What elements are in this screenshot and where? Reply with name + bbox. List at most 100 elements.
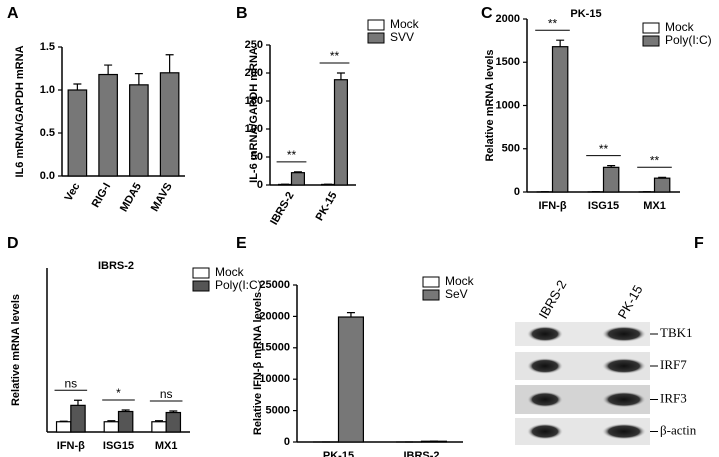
bar [129,84,149,177]
y-tick-label: 1.5 [40,41,55,53]
y-axis-label: Relative mRNA levels [10,294,22,406]
error-bar [607,165,616,168]
error-bar [658,176,667,179]
blot-band [602,326,646,342]
chart-title: IBRS-2 [98,260,134,272]
x-tick-label: IFN-β [538,200,566,212]
blot-band [527,358,563,374]
error-bar [121,409,130,412]
legend-label: Mock [215,265,245,279]
blot-band [602,358,646,374]
x-tick-label: MX1 [643,200,666,212]
x-tick-label: IBRS-2 [268,190,296,227]
row-label: IRF3 [660,390,687,405]
legend-label: SeV [445,287,468,301]
x-tick-label: PK-15 [314,190,340,223]
y-axis-label: IL-6 mRNA/GAPDH mRNA [248,47,260,183]
y-axis-label: IL6 mRNA/GAPDH mRNA [14,45,26,177]
y-tick-label: 1000 [496,99,520,111]
blot-band [602,391,646,408]
panel-letter: C [481,5,493,22]
panel-letter: F [694,235,704,252]
significance-label: ** [650,153,660,167]
panel-letter: E [236,235,247,252]
error-bar [346,312,355,318]
y-tick-label: 0 [257,179,263,191]
x-tick-label: ISG15 [103,440,134,452]
error-bar [73,399,82,406]
error-bar [169,410,178,413]
y-tick-label: 250 [245,39,263,51]
panel-letter: D [7,235,19,252]
error-bar [107,420,116,422]
blot-band [527,423,563,440]
y-axis-label: Relative mRNA levels [484,49,496,161]
panel-letter: B [236,5,248,22]
error-bar [556,39,565,47]
legend-swatch [642,35,660,47]
y-tick-label: 25000 [259,279,290,291]
legend-swatch [192,267,210,279]
y-tick-label: 200 [245,67,263,79]
error-bar [59,420,68,422]
x-tick-label: MX1 [155,440,178,452]
error-bar [73,83,82,90]
bar [103,421,120,433]
y-tick-label: 50 [251,151,263,163]
x-tick-label: IBRS-2 [403,450,439,457]
y-tick-label: 10000 [259,373,290,385]
bar [70,404,86,433]
legend-label: Mock [390,17,420,31]
y-tick-label: 1.0 [40,84,55,96]
bar [337,316,364,443]
legend-label: Poly(I:C) [665,33,712,47]
bar [551,46,569,193]
bar [333,79,348,186]
y-tick-label: 1500 [496,56,520,68]
y-tick-label: 5000 [266,405,290,417]
significance-label: ** [287,148,297,162]
legend-label: Poly(I:C) [215,278,262,292]
error-bar [155,420,164,422]
y-tick-label: 100 [245,123,263,135]
x-tick-label: ISG15 [588,200,619,212]
significance-label: ns [64,376,77,390]
blot-band [527,326,563,342]
y-axis-label: Relative IFN-β mRNA levels [252,292,264,435]
legend-swatch [367,32,385,44]
lane-label: IBRS-2 [536,277,570,321]
x-tick-label: Vec [63,181,83,203]
row-label: β-actin [660,422,697,437]
y-tick-label: 15000 [259,342,290,354]
bar [159,72,180,177]
legend-swatch [422,289,440,301]
significance-label: ns [160,387,173,401]
lane-label: PK-15 [615,282,646,321]
legend-swatch [192,280,210,292]
error-bar [104,64,113,75]
x-tick-label: MAVS [149,181,175,214]
chart-title: PK-15 [570,8,601,20]
y-tick-label: 0 [514,186,520,198]
x-tick-label: IFN-β [57,440,85,452]
y-tick-label: 0.0 [40,170,55,182]
significance-label: ** [330,49,340,63]
bar [55,421,72,433]
y-tick-label: 500 [502,143,520,155]
bar [653,177,671,193]
bar [98,73,118,177]
x-tick-label: RIG-I [90,181,114,210]
legend-swatch [367,19,385,31]
blot-band [602,423,646,440]
legend-label: SVV [390,30,414,44]
error-bar [134,73,143,85]
legend-swatch [642,22,660,34]
blot-band [527,391,563,408]
row-label: TBK1 [660,325,693,340]
y-tick-label: 20000 [259,310,290,322]
significance-label: * [116,386,121,400]
bar [117,410,134,433]
y-tick-label: 0 [284,436,290,448]
bar [151,421,167,433]
